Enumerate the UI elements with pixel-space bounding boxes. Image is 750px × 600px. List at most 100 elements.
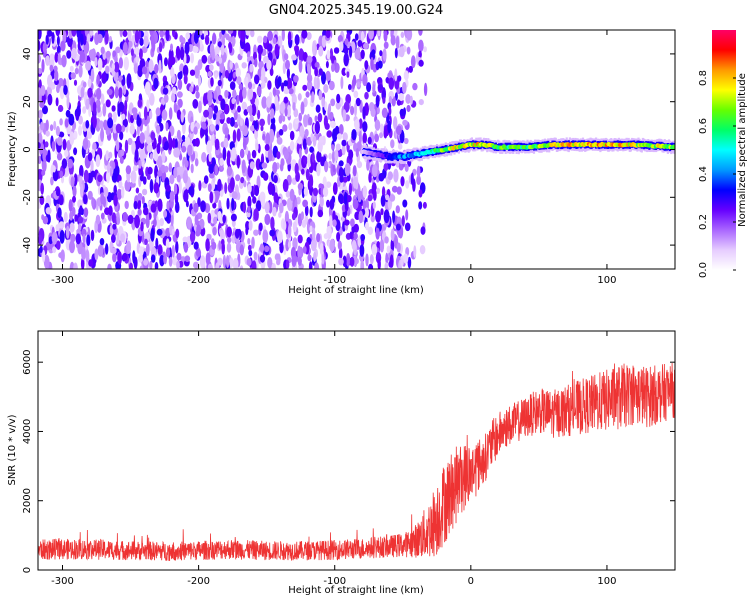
spectrogram-noise-cell [366, 160, 370, 171]
spectrogram-noise-cell [217, 41, 222, 48]
spectrogram-noise-cell [302, 84, 308, 91]
spectrogram-noise-cell [342, 132, 348, 142]
spectrogram-noise-cell [348, 149, 354, 160]
spectrogram-noise-cell [289, 188, 295, 201]
spectrogram-noise-cell [249, 115, 254, 122]
spectrogram-noise-cell [75, 233, 82, 245]
spectrogram-noise-cell [155, 107, 161, 117]
spectrogram-noise-cell [134, 148, 139, 163]
spectrogram-noise-cell [272, 37, 277, 45]
spectrogram-noise-cell [181, 145, 187, 153]
spectrogram-noise-cell [205, 238, 210, 252]
spectrogram-noise-cell [371, 164, 378, 178]
spectrogram-noise-cell [95, 154, 101, 168]
spectrogram-noise-cell [116, 232, 120, 245]
spectrogram-noise-cell [396, 125, 402, 135]
spectrogram-noise-cell [209, 123, 215, 132]
spectrogram-noise-cell [337, 148, 343, 158]
spectrogram-noise-cell [164, 57, 168, 67]
spectrogram-noise-cell [140, 221, 144, 232]
spectrogram-noise-cell [57, 52, 61, 65]
spectrogram-noise-cell [279, 101, 286, 114]
spectrogram-noise-cell [208, 151, 212, 163]
spectrogram-noise-cell [281, 82, 285, 92]
snr-y-tick-label: 2000 [22, 488, 33, 513]
snr-y-tick-label: 6000 [22, 349, 33, 374]
spectrogram-noise-cell [269, 67, 274, 77]
spectrogram-noise-cell [159, 30, 165, 38]
spectrogram-noise-cell [73, 173, 78, 186]
spectrogram-noise-cell [384, 194, 390, 201]
spectrogram-noise-cell [294, 45, 299, 58]
spectrogram-noise-cell [364, 60, 369, 70]
spectrogram-noise-cell [356, 81, 361, 88]
spectrogram-noise-cell [219, 31, 223, 39]
spectrogram-noise-cell [239, 117, 244, 127]
spectrogram-noise-cell [214, 163, 218, 176]
spectrogram-noise-cell [94, 56, 98, 67]
spectrogram-noise-cell [139, 149, 145, 163]
spectrogram-noise-cell [119, 131, 123, 140]
spectrogram-noise-cell [276, 137, 283, 145]
spectrogram-noise-cell [390, 238, 395, 253]
spectrogram-noise-cell [41, 59, 45, 73]
spectrogram-noise-cell [338, 257, 344, 266]
spectrogram-noise-cell [294, 34, 300, 46]
spectrogram-noise-cell [259, 243, 265, 253]
spectrogram-noise-cell [255, 200, 262, 212]
spectrogram-noise-cell [160, 164, 166, 174]
spectrogram-noise-cell [149, 92, 155, 106]
spectrogram-noise-cell [293, 75, 299, 83]
spectrogram-noise-cell [157, 170, 163, 177]
spectrogram-noise-cell [55, 97, 59, 107]
spectrogram-noise-cell [82, 81, 87, 88]
spectrogram-noise-cell [395, 35, 400, 50]
spectrogram-noise-cell [214, 45, 220, 55]
spectrogram-noise-cell [175, 45, 181, 59]
spectrogram-noise-cell [355, 148, 359, 158]
colorbar-tick-label: 0.0 [698, 262, 709, 278]
spectrogram-noise-cell [329, 198, 335, 210]
spectrogram-noise-cell [303, 114, 308, 127]
spectrogram-noise-cell [238, 83, 243, 90]
spectrogram-noise-cell [384, 262, 389, 269]
spectrogram-noise-cell [352, 74, 357, 87]
spectrogram-noise-cell [247, 238, 251, 245]
spectrogram-noise-cell [70, 72, 77, 80]
spectrogram-noise-cell [294, 162, 299, 176]
spectrogram-noise-cell [339, 41, 344, 52]
spectrogram-noise-cell [153, 77, 159, 90]
spectrogram-y-tick-label: 0 [22, 146, 33, 152]
spectrogram-noise-cell [138, 48, 143, 60]
spectrogram-x-tick-label: -200 [187, 275, 210, 286]
snr-x-tick-label: 0 [468, 576, 474, 587]
spectrogram-noise-cell [297, 234, 303, 244]
spectrogram-noise-cell [249, 125, 255, 132]
spectrogram-noise-cell [205, 252, 211, 266]
spectrogram-noise-cell [374, 133, 379, 143]
spectrogram-noise-cell [113, 184, 117, 196]
spectrogram-noise-cell [195, 91, 200, 99]
spectrogram-noise-cell [321, 71, 326, 85]
spectrogram-noise-cell [301, 168, 305, 175]
spectrogram-noise-cell [80, 86, 85, 98]
spectrogram-noise-cell [341, 144, 346, 156]
spectrogram-noise-cell [97, 174, 103, 183]
spectrogram-noise-cell [349, 231, 353, 239]
spectrogram-noise-cell [101, 72, 107, 84]
spectrogram-noise-cell [80, 33, 84, 46]
spectrogram-noise-cell [106, 161, 111, 173]
spectrogram-noise-cell [115, 123, 122, 134]
spectrogram-noise-cell [370, 57, 374, 70]
spectrogram-noise-cell [56, 152, 63, 161]
spectrogram-noise-cell [341, 204, 346, 213]
spectrogram-noise-cell [398, 143, 403, 150]
spectrogram-noise-cell [233, 121, 239, 128]
spectrogram-noise-cell [270, 216, 275, 230]
spectrogram-noise-cell [124, 100, 128, 112]
spectrogram-noise-cell [276, 258, 281, 266]
spectrogram-noise-cell [130, 170, 137, 184]
spectrogram-noise-cell [62, 138, 67, 151]
spectrogram-noise-cell [229, 257, 234, 268]
spectrogram-noise-cell [78, 125, 83, 136]
